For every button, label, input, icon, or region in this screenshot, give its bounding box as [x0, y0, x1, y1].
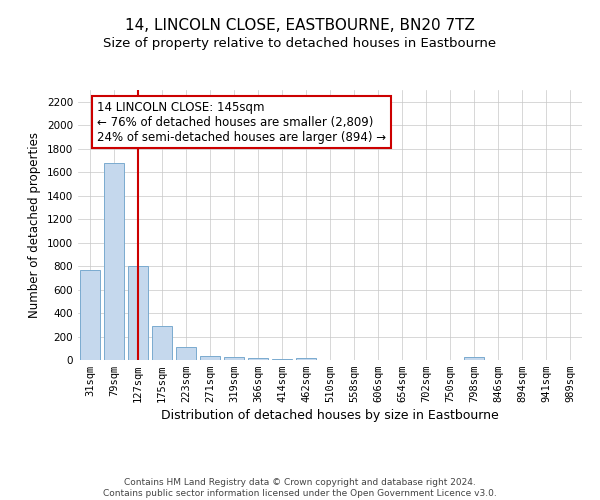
Bar — [464, 358, 484, 360]
Bar — [200, 356, 220, 360]
X-axis label: Distribution of detached houses by size in Eastbourne: Distribution of detached houses by size … — [161, 410, 499, 422]
Text: Contains HM Land Registry data © Crown copyright and database right 2024.
Contai: Contains HM Land Registry data © Crown c… — [103, 478, 497, 498]
Y-axis label: Number of detached properties: Number of detached properties — [28, 132, 41, 318]
Bar — [176, 347, 196, 360]
Bar — [152, 326, 172, 360]
Bar — [80, 270, 100, 360]
Bar — [248, 358, 268, 360]
Text: 14 LINCOLN CLOSE: 145sqm
← 76% of detached houses are smaller (2,809)
24% of sem: 14 LINCOLN CLOSE: 145sqm ← 76% of detach… — [97, 100, 386, 144]
Bar — [104, 163, 124, 360]
Bar — [272, 358, 292, 360]
Bar — [296, 358, 316, 360]
Text: Size of property relative to detached houses in Eastbourne: Size of property relative to detached ho… — [103, 38, 497, 51]
Text: 14, LINCOLN CLOSE, EASTBOURNE, BN20 7TZ: 14, LINCOLN CLOSE, EASTBOURNE, BN20 7TZ — [125, 18, 475, 32]
Bar — [128, 266, 148, 360]
Bar — [224, 358, 244, 360]
